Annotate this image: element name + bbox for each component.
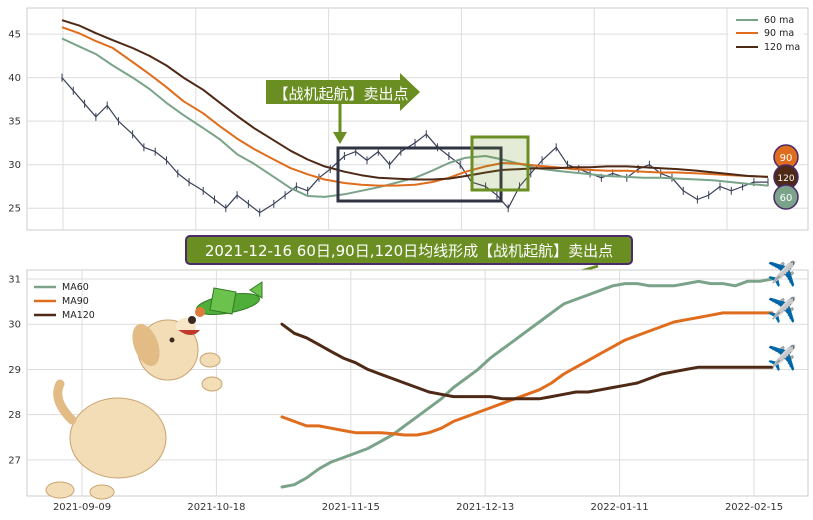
top-y-tick-label: 40 <box>8 73 21 84</box>
headline-banner: 2021-12-16 60日,90日,120日均线形成【战机起航】卖出点 <box>185 235 633 265</box>
bottom-y-axis-ticks: 27 28 29 30 31 <box>8 275 21 467</box>
legend-label-120: 120 ma <box>764 42 800 53</box>
headline-text: 2021-12-16 60日,90日,120日均线形成【战机起航】卖出点 <box>205 242 613 260</box>
bottom-y-tick-label: 31 <box>8 275 21 286</box>
bottom-x-tick-label: 2021-09-09 <box>53 502 111 513</box>
end-badges: 90 120 60 <box>773 144 799 210</box>
airplane-icon-ma90: ✈️ <box>767 295 797 324</box>
bottom-y-tick-label: 28 <box>8 410 21 421</box>
top-series-90-ma <box>61 26 769 187</box>
top-grid <box>27 8 808 230</box>
top-y-axis-ticks: 25 30 35 40 45 <box>8 30 21 215</box>
legend-label-90: 90 ma <box>764 28 794 39</box>
top-series-layer <box>61 19 769 217</box>
bottom-series-ma90 <box>280 311 774 437</box>
legend-label-60: 60 ma <box>764 15 794 26</box>
bottom-x-tick-label: 2021-12-13 <box>456 502 514 513</box>
bottom-legend: MA60 MA90 MA120 <box>34 282 95 321</box>
badge-60-label: 60 <box>780 193 793 204</box>
badge-120-label: 120 <box>777 174 794 184</box>
bottom-x-tick-label: 2021-11-15 <box>322 502 380 513</box>
bottom-x-tick-label: 2021-10-18 <box>187 502 245 513</box>
top-y-tick-label: 25 <box>8 204 21 215</box>
bottom-x-tick-label: 2022-01-11 <box>591 502 649 513</box>
top-y-tick-label: 45 <box>8 30 21 41</box>
dog-icon <box>45 316 223 500</box>
bottom-series-ma60 <box>280 277 774 489</box>
highlight-box-dark <box>336 146 503 203</box>
top-plot-frame <box>26 7 809 231</box>
highlight-box-green <box>470 135 530 192</box>
top-series-120-ma <box>61 19 769 181</box>
bottom-series-layer <box>280 277 774 489</box>
top-y-tick-label: 30 <box>8 160 21 171</box>
legend-label-ma120: MA120 <box>62 310 95 321</box>
plane-icon <box>195 281 263 317</box>
bottom-y-tick-label: 27 <box>8 455 21 466</box>
top-series-60-ma <box>61 37 769 198</box>
badge-60 <box>773 184 799 210</box>
callout-arrow: 【战机起航】卖出点 <box>266 73 420 144</box>
bottom-x-axis-ticks: 2021-09-09 2021-10-18 2021-11-15 2021-12-13… <box>53 502 783 513</box>
bottom-x-tick-label: 2022-02-15 <box>725 502 783 513</box>
legend-label-ma60: MA60 <box>62 282 89 293</box>
bottom-chart: 27 28 29 30 31 2021-09-09 2021-10-18 2021-11-1… <box>8 259 809 513</box>
bottom-y-tick-label: 29 <box>8 365 21 376</box>
bottom-y-tick-label: 30 <box>8 320 21 331</box>
bottom-series-ma120 <box>280 322 774 401</box>
callout-label: 【战机起航】卖出点 <box>273 85 408 103</box>
top-legend: 60 ma 90 ma 120 ma <box>728 12 804 58</box>
airplane-icon-ma120: ✈️ <box>767 343 797 372</box>
airplane-icon-ma60: ✈️ <box>767 259 797 288</box>
top-y-tick-label: 35 <box>8 117 21 128</box>
legend-label-ma90: MA90 <box>62 296 89 307</box>
badge-90-label: 90 <box>780 153 793 164</box>
